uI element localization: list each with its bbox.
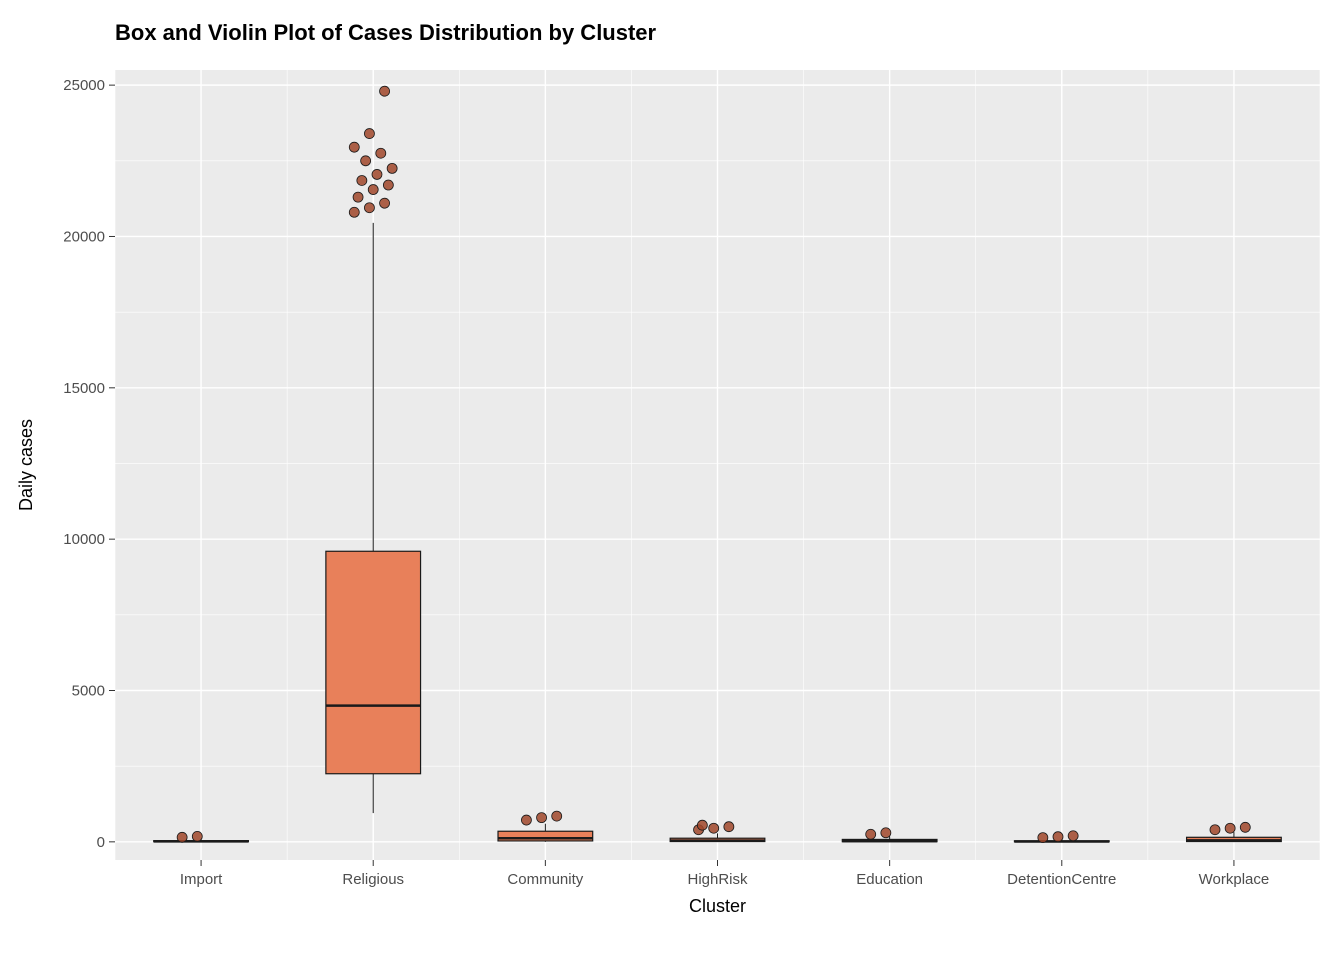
svg-text:HighRisk: HighRisk bbox=[687, 871, 748, 888]
svg-text:5000: 5000 bbox=[72, 682, 105, 699]
svg-text:Workplace: Workplace bbox=[1199, 871, 1270, 888]
svg-text:Import: Import bbox=[180, 871, 223, 888]
chart-title: Box and Violin Plot of Cases Distributio… bbox=[115, 20, 657, 45]
svg-text:20000: 20000 bbox=[63, 228, 105, 245]
svg-text:25000: 25000 bbox=[63, 77, 105, 94]
x-axis-label: Cluster bbox=[689, 896, 746, 916]
svg-text:0: 0 bbox=[97, 834, 105, 851]
svg-text:Education: Education bbox=[856, 871, 923, 888]
svg-text:Religious: Religious bbox=[342, 871, 404, 888]
svg-text:10000: 10000 bbox=[63, 531, 105, 548]
x-axis: Import Religious Community HighRisk Educatio… bbox=[180, 860, 1269, 888]
boxplot-chart: Box and Violin Plot of Cases Distributio… bbox=[0, 0, 1344, 960]
y-axis: 0 5000 10000 15000 20000 25000 bbox=[63, 77, 115, 851]
svg-text:15000: 15000 bbox=[63, 380, 105, 397]
svg-text:Community: Community bbox=[507, 871, 583, 888]
y-axis-label: Daily cases bbox=[16, 419, 36, 511]
chart-container: Box and Violin Plot of Cases Distributio… bbox=[0, 0, 1344, 960]
svg-text:DetentionCentre: DetentionCentre bbox=[1007, 871, 1116, 888]
